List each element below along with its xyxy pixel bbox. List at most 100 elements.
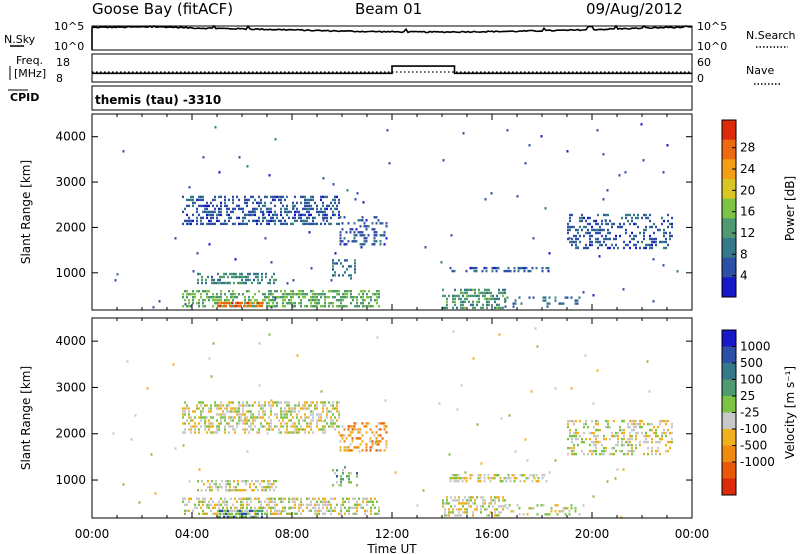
velocity-cell	[270, 500, 272, 503]
power-cell	[357, 231, 360, 234]
power-cell	[659, 240, 661, 244]
velocity-cell	[260, 425, 262, 428]
velocity-cell	[460, 502, 462, 505]
power-cell	[334, 290, 336, 293]
power-cell	[261, 272, 263, 276]
power-cell	[464, 306, 466, 310]
velocity-cell	[194, 503, 196, 506]
velocity-cell	[631, 446, 633, 450]
velocity-cell	[365, 431, 368, 434]
power-cell	[212, 210, 214, 214]
velocity-cell	[346, 509, 348, 512]
velocity-cell	[496, 496, 498, 499]
power-cell	[653, 240, 655, 244]
velocity-cell	[633, 428, 635, 432]
velocity-cell	[244, 404, 246, 407]
power-cell	[324, 302, 326, 305]
velocity-cell	[184, 410, 186, 413]
power-cell	[224, 219, 226, 223]
power-cell	[635, 234, 637, 238]
velocity-cbar-tick-label: 25	[740, 389, 755, 403]
power-cell	[548, 296, 551, 299]
velocity-cell	[194, 431, 196, 434]
velocity-cell	[332, 469, 334, 472]
velocity-cell	[569, 434, 571, 438]
velocity-cell	[502, 508, 504, 511]
power-cell	[334, 207, 336, 211]
velocity-cell	[657, 440, 659, 444]
power-cell	[196, 290, 198, 293]
power-cell	[328, 222, 330, 226]
velocity-cell	[595, 440, 597, 444]
power-cell	[597, 222, 599, 226]
velocity-cell	[284, 407, 286, 410]
power-cell	[273, 281, 275, 285]
velocity-cell	[497, 474, 500, 477]
velocity-cell	[571, 440, 573, 444]
velocity-cell	[316, 407, 318, 410]
power-background	[92, 114, 692, 310]
velocity-cell	[351, 428, 354, 431]
velocity-cell	[476, 423, 479, 426]
power-cell	[268, 302, 270, 305]
power-cell	[452, 297, 454, 301]
power-cell	[223, 304, 225, 308]
velocity-cell	[298, 509, 300, 512]
power-cell	[554, 299, 557, 302]
velocity-cell	[182, 416, 184, 419]
velocity-cell	[282, 410, 284, 413]
velocity-cell	[265, 486, 267, 489]
velocity-cell	[328, 509, 330, 512]
velocity-cell	[214, 404, 216, 407]
velocity-cell	[286, 422, 288, 425]
velocity-cell	[308, 404, 310, 407]
velocity-cell	[243, 480, 245, 483]
power-cell	[217, 301, 219, 305]
velocity-cell	[599, 440, 601, 444]
velocity-cell	[318, 506, 320, 509]
velocity-cell	[483, 474, 486, 477]
velocity-cell	[326, 422, 328, 425]
velocity-cell	[272, 512, 274, 515]
velocity-cell	[312, 431, 314, 434]
power-cell	[184, 290, 186, 293]
noise-tick-right-high: 10^5	[697, 20, 727, 33]
power-cell	[365, 225, 368, 228]
power-cell	[246, 201, 248, 205]
velocity-cell	[671, 440, 673, 444]
power-cell	[669, 234, 671, 238]
velocity-cell	[494, 508, 496, 511]
velocity-cell	[492, 505, 494, 508]
velocity-cell	[298, 503, 300, 506]
power-cell	[583, 225, 585, 229]
velocity-cell	[278, 509, 280, 512]
velocity-cell	[244, 428, 246, 431]
power-cell	[284, 296, 286, 299]
power-cell	[270, 195, 272, 199]
power-cell	[596, 129, 599, 132]
power-cell	[324, 207, 326, 211]
velocity-cell	[192, 410, 194, 413]
velocity-cell	[227, 509, 229, 513]
power-cell	[182, 293, 184, 296]
power-cell	[219, 281, 221, 285]
velocity-cell	[240, 503, 242, 506]
velocity-cell	[336, 481, 338, 484]
power-cell	[494, 300, 496, 304]
power-cell	[657, 228, 659, 232]
velocity-cell	[359, 431, 362, 434]
velocity-cell	[489, 480, 492, 483]
power-cell	[326, 219, 328, 223]
velocity-cell	[345, 446, 348, 449]
velocity-cell	[340, 506, 342, 509]
velocity-cell	[246, 404, 248, 407]
velocity-cell	[342, 503, 344, 506]
power-cell	[266, 195, 268, 199]
velocity-cell	[508, 504, 511, 507]
velocity-cell	[257, 515, 259, 519]
velocity-cell	[270, 506, 272, 509]
velocity-cell	[651, 422, 653, 426]
velocity-cell	[338, 401, 340, 404]
velocity-cell	[274, 497, 276, 500]
velocity-cell	[573, 452, 575, 456]
